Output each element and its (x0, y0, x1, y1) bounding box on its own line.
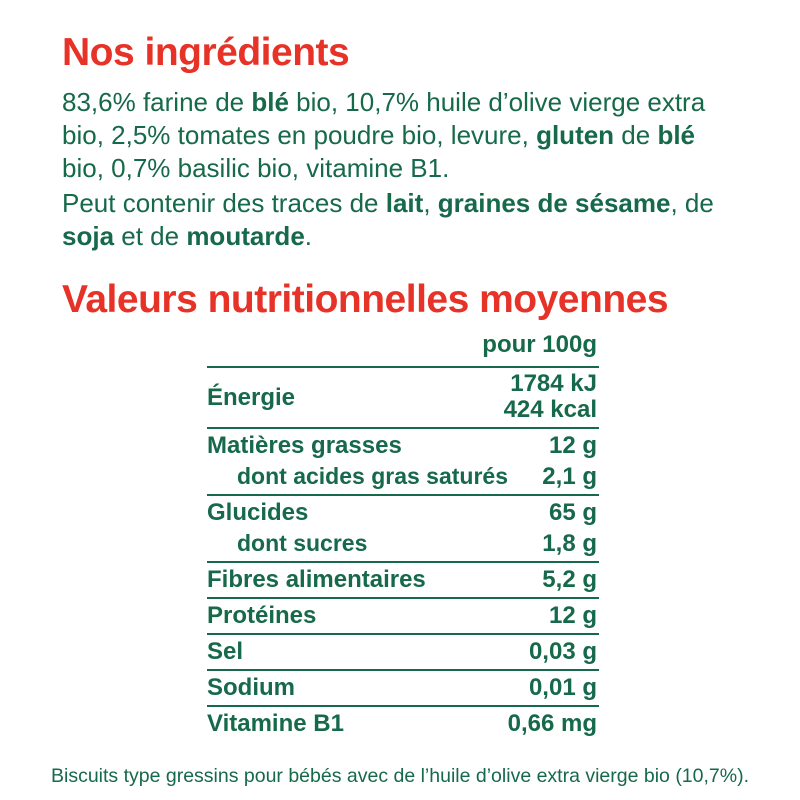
nutrition-row: dont acides gras saturés 2,1 g (207, 463, 599, 494)
nutrition-table: pour 100g Énergie 1784 kJ 424 kcal Matières… (207, 325, 599, 741)
nutrient-value: 65 g (548, 498, 597, 526)
nutrient-label: dont sucres (237, 530, 368, 556)
highlighted-ingredient: lait (385, 188, 424, 218)
nutrient-value: 0,66 mg (507, 709, 597, 737)
highlighted-ingredient: moutarde (186, 221, 305, 251)
highlighted-ingredient: gluten (536, 120, 615, 150)
nutrient-label: Sodium (207, 674, 295, 701)
nutrient-label: Glucides (207, 499, 309, 526)
nutrition-row: Fibres alimentaires 5,2 g (207, 561, 599, 597)
nutrient-label: Matières grasses (207, 432, 402, 459)
highlighted-ingredient: blé (251, 87, 289, 117)
ingredients-title: Nos ingrédients (62, 31, 350, 74)
nutrition-row: Sodium 0,01 g (207, 669, 599, 705)
per-100g-header: pour 100g (482, 331, 597, 358)
nutrient-label: Vitamine B1 (207, 710, 344, 737)
nutrient-label: Protéines (207, 602, 317, 629)
product-description: Biscuits type gressins pour bébés avec d… (50, 765, 750, 787)
nutrition-row: Matières grasses 12 g (207, 427, 599, 463)
nutrient-value: 0,03 g (528, 637, 597, 665)
highlighted-ingredient: blé (657, 120, 696, 150)
nutrient-value: 1,8 g (542, 529, 597, 557)
nutrient-value: 12 g (548, 431, 597, 459)
nutrient-label: Énergie (207, 383, 296, 411)
nutrient-label: dont acides gras saturés (237, 463, 508, 489)
highlighted-ingredient: soja (62, 221, 115, 251)
nutrient-value: 5,2 g (542, 565, 597, 593)
nutrient-label: Fibres alimentaires (207, 566, 426, 593)
highlighted-ingredient: graines de sésame (437, 188, 671, 218)
nutrient-value: 0,01 g (528, 673, 597, 701)
nutrition-row: Glucides 65 g (207, 494, 599, 530)
nutrition-title: Valeurs nutritionnelles moyennes (62, 278, 669, 321)
allergen-traces-text: Peut contenir des traces de lait, graine… (62, 188, 714, 251)
nutrient-label: Sel (207, 638, 244, 665)
nutrition-rows: Énergie 1784 kJ 424 kcal Matières grasses 12… (207, 366, 599, 741)
nutrient-value: 2,1 g (542, 462, 597, 490)
ingredients-text: 83,6% farine de blé bio, 10,7% huile d’o… (62, 87, 706, 183)
nutrition-row: Sel 0,03 g (207, 633, 599, 669)
nutrition-row: Vitamine B1 0,66 mg (207, 705, 599, 741)
nutrition-row: Protéines 12 g (207, 597, 599, 633)
nutrient-value: 1784 kJ 424 kcal (503, 370, 597, 423)
nutrition-row: dont sucres 1,8 g (207, 530, 599, 561)
nutrition-row: Énergie 1784 kJ 424 kcal (207, 366, 599, 427)
nutrient-value: 12 g (548, 601, 597, 629)
